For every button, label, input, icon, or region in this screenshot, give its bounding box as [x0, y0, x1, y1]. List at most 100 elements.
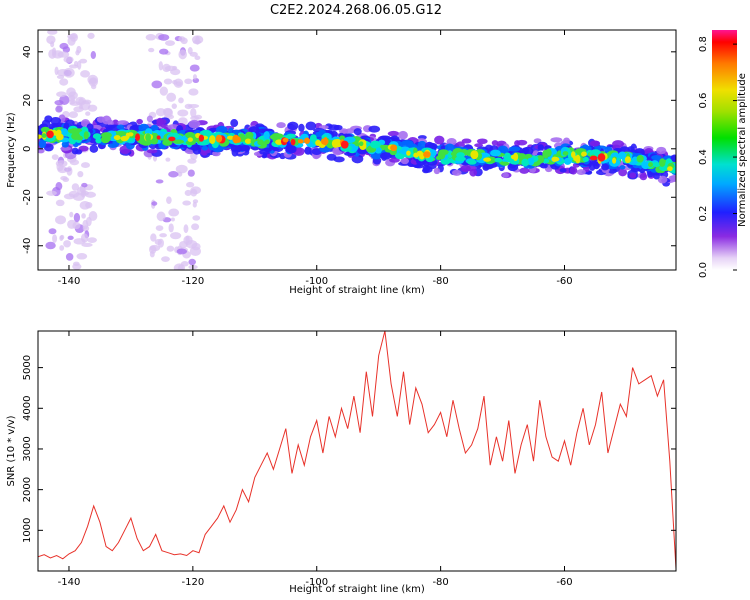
heatmap-cell: [92, 133, 102, 140]
heatmap-cell: [484, 144, 493, 152]
spectrogram-y-label: Frequency (Hz): [6, 112, 17, 188]
heatmap-cell: [282, 137, 289, 143]
heatmap-cell: [470, 150, 479, 160]
spectrogram-heatmap: [38, 30, 676, 270]
heatmap-cell: [55, 182, 63, 191]
colorbar-tick-label: 0.4: [698, 149, 709, 165]
heatmap-cell: [569, 166, 578, 175]
y-tick-label: 4000: [22, 396, 33, 421]
x-tick-label: -60: [556, 276, 572, 287]
heatmap-cell: [65, 252, 74, 261]
heatmap-cell: [136, 118, 143, 125]
heatmap-cell: [656, 146, 667, 155]
heatmap-cell: [54, 100, 64, 106]
heatmap-cell: [168, 208, 180, 217]
heatmap-cell: [455, 156, 467, 162]
x-tick-label: -100: [305, 577, 328, 588]
heatmap-cell: [624, 156, 631, 164]
heatmap-cell: [146, 115, 153, 123]
heatmap-cell: [60, 128, 69, 137]
heatmap-cell: [590, 160, 599, 166]
heatmap-cell: [75, 49, 80, 56]
heatmap-cell: [51, 154, 59, 160]
heatmap-cell: [437, 150, 446, 160]
heatmap-cell: [158, 34, 170, 41]
heatmap-cell: [170, 68, 181, 76]
heatmap-cell: [145, 34, 156, 41]
heatmap-cell: [155, 225, 164, 232]
heatmap-cell: [433, 167, 441, 175]
heatmap-cell: [163, 78, 173, 85]
heatmap-cell: [469, 168, 478, 177]
spectrogram-panel: -140 -120 -100 -80 -60 -40 -20 0 20 40 Height of…: [6, 29, 677, 296]
y-tick-label: 0: [22, 146, 33, 152]
heatmap-cell: [149, 250, 155, 258]
heatmap-cell: [559, 168, 567, 173]
heatmap-cell: [670, 154, 676, 163]
heatmap-cell: [513, 152, 519, 162]
heatmap-cell: [47, 30, 58, 35]
heatmap-cell: [168, 136, 176, 142]
heatmap-cell: [87, 237, 97, 244]
heatmap-cell: [150, 233, 157, 242]
heatmap-cell: [156, 211, 166, 222]
heatmap-cell: [476, 138, 488, 145]
heatmap-cell: [500, 161, 510, 166]
heatmap-cell: [185, 139, 196, 146]
heatmap-cell: [59, 42, 69, 50]
heatmap-cell: [263, 131, 270, 140]
heatmap-cell: [573, 155, 580, 162]
heatmap-cell: [38, 134, 43, 140]
heatmap-cell: [370, 140, 381, 149]
heatmap-cell: [67, 235, 74, 241]
heatmap-cell: [250, 138, 255, 145]
heatmap-cell: [183, 224, 189, 234]
heatmap-cell: [230, 119, 239, 128]
heatmap-cell: [46, 190, 57, 196]
heatmap-cell: [192, 39, 202, 45]
heatmap-cell: [187, 137, 193, 142]
x-tick-label: -100: [305, 276, 328, 287]
y-tick-label: 5000: [22, 355, 33, 380]
heatmap-cell: [189, 246, 201, 257]
heatmap-cell: [80, 162, 90, 169]
heatmap-cell: [467, 159, 477, 165]
heatmap-cell: [84, 191, 97, 198]
x-tick-label: -120: [182, 276, 205, 287]
heatmap-cell: [63, 240, 71, 248]
heatmap-cell: [353, 128, 362, 136]
heatmap-cell: [63, 67, 75, 78]
heatmap-cell: [135, 133, 141, 141]
heatmap-cell: [413, 152, 419, 158]
heatmap-cell: [333, 124, 343, 131]
heatmap-cell: [562, 151, 569, 156]
heatmap-cell: [639, 173, 648, 181]
heatmap-cell: [151, 80, 163, 89]
heatmap-cell: [190, 144, 200, 151]
y-tick-label: 40: [22, 45, 33, 58]
heatmap-cell: [194, 55, 201, 61]
heatmap-cell: [185, 235, 190, 244]
heatmap-cell: [166, 92, 177, 102]
heatmap-cell: [629, 172, 637, 179]
heatmap-cell: [338, 128, 349, 135]
heatmap-cell: [90, 51, 97, 60]
heatmap-cell: [474, 143, 484, 148]
heatmap-cell: [120, 135, 129, 142]
heatmap-cell: [76, 253, 88, 260]
heatmap-cell: [298, 123, 305, 132]
heatmap-cell: [191, 223, 200, 231]
heatmap-cell: [77, 186, 87, 196]
heatmap-cell: [276, 122, 286, 129]
heatmap-cell: [323, 136, 328, 146]
heatmap-cell: [158, 61, 164, 71]
heatmap-cell: [670, 174, 676, 182]
heatmap-cell: [188, 119, 201, 129]
heatmap-cell: [156, 135, 161, 140]
heatmap-cell: [305, 121, 317, 131]
snr-x-axis: -140 -120 -100 -80 -60: [58, 331, 573, 588]
heatmap-cell: [303, 137, 311, 144]
y-tick-label: 1000: [22, 518, 33, 543]
heatmap-cell: [79, 58, 88, 64]
x-tick-label: -120: [182, 577, 205, 588]
